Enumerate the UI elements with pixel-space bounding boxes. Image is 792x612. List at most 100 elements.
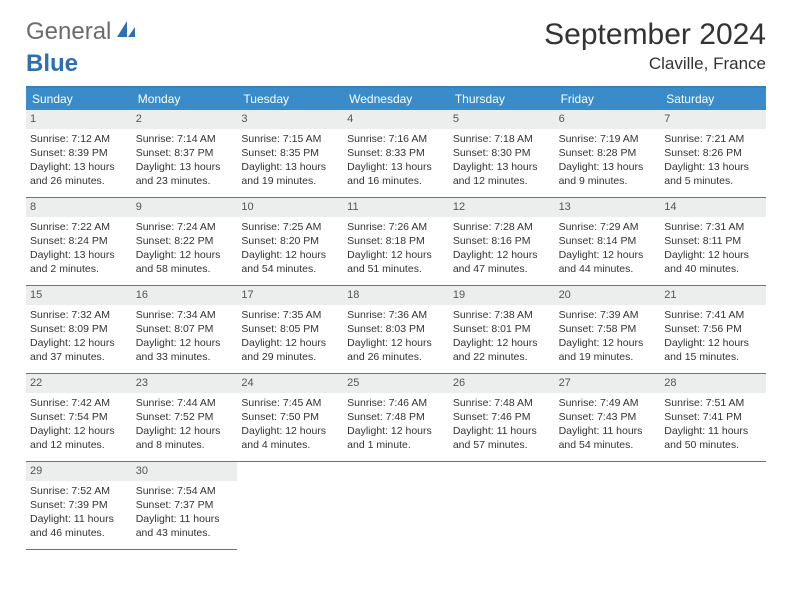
logo-text-blue: Blue [26,50,78,77]
sunset-line: Sunset: 8:28 PM [559,146,657,160]
weekday-header: Monday [132,88,238,110]
day-number: 28 [660,374,766,393]
daylight-line: Daylight: 12 hours and 26 minutes. [347,336,445,364]
daylight-line: Daylight: 12 hours and 47 minutes. [453,248,551,276]
sunrise-line: Sunrise: 7:44 AM [136,396,234,410]
daylight-line: Daylight: 12 hours and 37 minutes. [30,336,128,364]
sunset-line: Sunset: 7:56 PM [664,322,762,336]
sunset-line: Sunset: 8:18 PM [347,234,445,248]
daylight-line: Daylight: 12 hours and 54 minutes. [241,248,339,276]
daylight-line: Daylight: 11 hours and 54 minutes. [559,424,657,452]
sunrise-line: Sunrise: 7:41 AM [664,308,762,322]
day-number: 22 [26,374,132,393]
day-cell: 8Sunrise: 7:22 AMSunset: 8:24 PMDaylight… [26,198,132,286]
day-cell: 7Sunrise: 7:21 AMSunset: 8:26 PMDaylight… [660,110,766,198]
day-cell: 2Sunrise: 7:14 AMSunset: 8:37 PMDaylight… [132,110,238,198]
day-number: 21 [660,286,766,305]
sunset-line: Sunset: 8:09 PM [30,322,128,336]
day-cell: 26 Sunrise: 7:48 AMSunset: 7:46 PMDayligh… [449,374,555,462]
empty-cell [343,462,449,550]
daylight-line: Daylight: 12 hours and 12 minutes. [30,424,128,452]
day-number: 8 [26,198,132,217]
daylight-line: Daylight: 12 hours and 33 minutes. [136,336,234,364]
daylight-line: Daylight: 13 hours and 2 minutes. [30,248,128,276]
logo-sail-icon [115,18,137,46]
sunrise-line: Sunrise: 7:22 AM [30,220,128,234]
day-number: 10 [237,198,343,217]
empty-cell [660,462,766,550]
day-number: 7 [660,110,766,129]
sunrise-line: Sunrise: 7:45 AM [241,396,339,410]
daylight-line: Daylight: 11 hours and 57 minutes. [453,424,551,452]
day-number: 4 [343,110,449,129]
day-cell: 28Sunrise: 7:51 AMSunset: 7:41 PMDayligh… [660,374,766,462]
daylight-line: Daylight: 12 hours and 29 minutes. [241,336,339,364]
day-cell: 30Sunrise: 7:54 AMSunset: 7:37 PMDayligh… [132,462,238,550]
empty-cell [555,462,661,550]
day-number: 12 [449,198,555,217]
daylight-line: Daylight: 12 hours and 1 minute. [347,424,445,452]
day-cell: 24Sunrise: 7:45 AMSunset: 7:50 PMDayligh… [237,374,343,462]
day-number: 3 [237,110,343,129]
sunset-line: Sunset: 8:35 PM [241,146,339,160]
empty-cell [449,462,555,550]
daylight-line: Daylight: 13 hours and 16 minutes. [347,160,445,188]
day-number: 11 [343,198,449,217]
day-number: 14 [660,198,766,217]
day-cell: 22 Sunrise: 7:42 AMSunset: 7:54 PMDayligh… [26,374,132,462]
day-cell: 29Sunrise: 7:52 AMSunset: 7:39 PMDayligh… [26,462,132,550]
sunset-line: Sunset: 7:54 PM [30,410,128,424]
sunset-line: Sunset: 8:22 PM [136,234,234,248]
weekday-header: Tuesday [237,88,343,110]
day-cell: 27Sunrise: 7:49 AMSunset: 7:43 PMDayligh… [555,374,661,462]
day-cell: 16 Sunrise: 7:34 AMSunset: 8:07 PMDayligh… [132,286,238,374]
sunset-line: Sunset: 8:39 PM [30,146,128,160]
weekday-header: Wednesday [343,88,449,110]
sunset-line: Sunset: 7:39 PM [30,498,128,512]
sunrise-line: Sunrise: 7:32 AM [30,308,128,322]
weekday-header: Friday [555,88,661,110]
sunrise-line: Sunrise: 7:19 AM [559,132,657,146]
daylight-line: Daylight: 13 hours and 19 minutes. [241,160,339,188]
day-number: 27 [555,374,661,393]
sunrise-line: Sunrise: 7:15 AM [241,132,339,146]
sunrise-line: Sunrise: 7:18 AM [453,132,551,146]
daylight-line: Daylight: 13 hours and 23 minutes. [136,160,234,188]
daylight-line: Daylight: 12 hours and 51 minutes. [347,248,445,276]
sunrise-line: Sunrise: 7:51 AM [664,396,762,410]
sunset-line: Sunset: 7:58 PM [559,322,657,336]
sunset-line: Sunset: 8:05 PM [241,322,339,336]
day-number: 19 [449,286,555,305]
sunrise-line: Sunrise: 7:48 AM [453,396,551,410]
sunrise-line: Sunrise: 7:42 AM [30,396,128,410]
sunset-line: Sunset: 7:46 PM [453,410,551,424]
day-number: 16 [132,286,238,305]
day-number: 26 [449,374,555,393]
sunrise-line: Sunrise: 7:34 AM [136,308,234,322]
daylight-line: Daylight: 12 hours and 4 minutes. [241,424,339,452]
day-cell: 19Sunrise: 7:38 AMSunset: 8:01 PMDayligh… [449,286,555,374]
day-cell: 6Sunrise: 7:19 AMSunset: 8:28 PMDaylight… [555,110,661,198]
day-number: 29 [26,462,132,481]
daylight-line: Daylight: 12 hours and 40 minutes. [664,248,762,276]
logo: General [26,18,137,46]
day-cell: 23Sunrise: 7:44 AMSunset: 7:52 PMDayligh… [132,374,238,462]
sunrise-line: Sunrise: 7:12 AM [30,132,128,146]
calendar-grid: SundayMondayTuesdayWednesdayThursdayFrid… [26,86,766,550]
daylight-line: Daylight: 12 hours and 22 minutes. [453,336,551,364]
sunset-line: Sunset: 8:37 PM [136,146,234,160]
sunrise-line: Sunrise: 7:36 AM [347,308,445,322]
sunset-line: Sunset: 8:16 PM [453,234,551,248]
day-number: 18 [343,286,449,305]
sunset-line: Sunset: 8:07 PM [136,322,234,336]
sunset-line: Sunset: 7:37 PM [136,498,234,512]
day-number: 30 [132,462,238,481]
weekday-header: Saturday [660,88,766,110]
day-number: 23 [132,374,238,393]
sunrise-line: Sunrise: 7:25 AM [241,220,339,234]
day-cell: 20Sunrise: 7:39 AMSunset: 7:58 PMDayligh… [555,286,661,374]
day-number: 9 [132,198,238,217]
sunset-line: Sunset: 8:33 PM [347,146,445,160]
day-number: 2 [132,110,238,129]
daylight-line: Daylight: 12 hours and 58 minutes. [136,248,234,276]
